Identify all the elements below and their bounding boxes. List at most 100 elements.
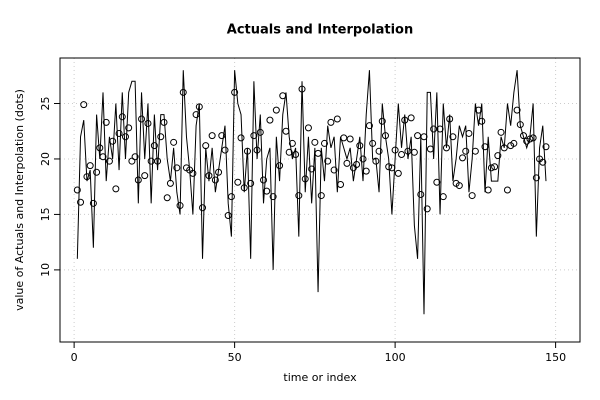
actual-point (426, 145, 434, 153)
actual-point (513, 106, 521, 114)
actual-point (324, 157, 332, 165)
actual-point (346, 135, 354, 143)
actual-point (237, 134, 245, 142)
actual-point (96, 144, 104, 152)
actual-point (163, 194, 171, 202)
actual-point (89, 199, 97, 207)
actual-point (391, 146, 399, 154)
y-axis-label: value of Actuals and Interpolation (dots… (13, 89, 26, 311)
actual-point (215, 168, 223, 176)
x-tick-label: 150 (545, 351, 566, 364)
actual-point (234, 178, 242, 186)
interpolation-line (76, 70, 547, 315)
actual-point (102, 118, 110, 126)
actual-point (484, 186, 492, 194)
actual-point (304, 124, 312, 132)
actual-point (359, 155, 367, 163)
actual-point (362, 167, 370, 175)
actual-point (465, 129, 473, 137)
actual-point (93, 168, 101, 176)
actual-point (134, 176, 142, 184)
actual-point (503, 186, 511, 194)
actual-point (240, 184, 248, 192)
actual-point (462, 147, 470, 155)
actual-point (243, 147, 251, 155)
actual-point (494, 152, 502, 160)
actual-point (218, 132, 226, 140)
actual-point (468, 192, 476, 200)
actual-point (285, 148, 293, 156)
actual-point (532, 174, 540, 182)
actual-point (401, 116, 409, 124)
actual-point (481, 143, 489, 151)
actual-point (343, 159, 351, 167)
x-axis-label: time or index (283, 371, 357, 384)
actual-point (381, 132, 389, 140)
actual-point (292, 151, 300, 159)
actual-point (369, 139, 377, 147)
actual-point (394, 169, 402, 177)
actual-point (439, 193, 447, 201)
actual-point (160, 118, 168, 126)
actual-point (144, 119, 152, 127)
actual-point (436, 125, 444, 133)
actual-point (414, 132, 422, 140)
actual-point (192, 111, 200, 119)
actual-point (138, 115, 146, 123)
actual-point (253, 146, 261, 154)
y-tick-label: 20 (39, 152, 52, 166)
actual-point (221, 146, 229, 154)
actual-point (356, 142, 364, 150)
x-tick-label: 0 (71, 351, 78, 364)
actual-point (333, 115, 341, 123)
actual-point (141, 172, 149, 180)
actual-point (202, 142, 210, 150)
actual-point (459, 154, 467, 162)
actual-point (118, 113, 126, 121)
actual-point (263, 187, 271, 195)
actual-point (157, 133, 165, 141)
actual-point (115, 129, 123, 137)
actual-point (491, 163, 499, 171)
actual-point (337, 180, 345, 188)
actual-point (433, 178, 441, 186)
actual-point (256, 128, 264, 136)
actual-point (170, 138, 178, 146)
actual-point (497, 128, 505, 136)
actual-point (224, 212, 232, 220)
actual-point (449, 133, 457, 141)
actual-point (288, 139, 296, 147)
actual-point (173, 164, 181, 172)
actual-point (109, 137, 117, 145)
actual-point (353, 161, 361, 168)
chart-title: Actuals and Interpolation (227, 23, 413, 38)
actual-point (125, 124, 133, 132)
actual-point (417, 190, 425, 198)
actual-point (205, 172, 213, 180)
y-tick-label: 15 (39, 207, 52, 221)
actual-point (128, 157, 136, 165)
actual-point (404, 147, 412, 155)
actual-point (520, 132, 528, 140)
actual-point (189, 169, 197, 177)
actual-point (388, 164, 396, 172)
actual-point (298, 85, 306, 93)
actual-point (121, 133, 129, 141)
actual-point (227, 193, 235, 201)
actual-point (539, 158, 547, 166)
actual-point (176, 202, 184, 210)
actual-point (279, 92, 287, 100)
actual-point (442, 144, 450, 152)
actual-point (179, 88, 187, 96)
actual-point (166, 179, 174, 187)
actual-point (250, 132, 258, 140)
actual-point (73, 186, 81, 194)
actual-point (266, 116, 274, 124)
actual-point (372, 157, 380, 165)
actual-point (86, 162, 94, 170)
actual-point (516, 121, 524, 129)
actual-point (211, 176, 219, 184)
actual-point (314, 149, 322, 157)
actual-point (526, 135, 534, 143)
